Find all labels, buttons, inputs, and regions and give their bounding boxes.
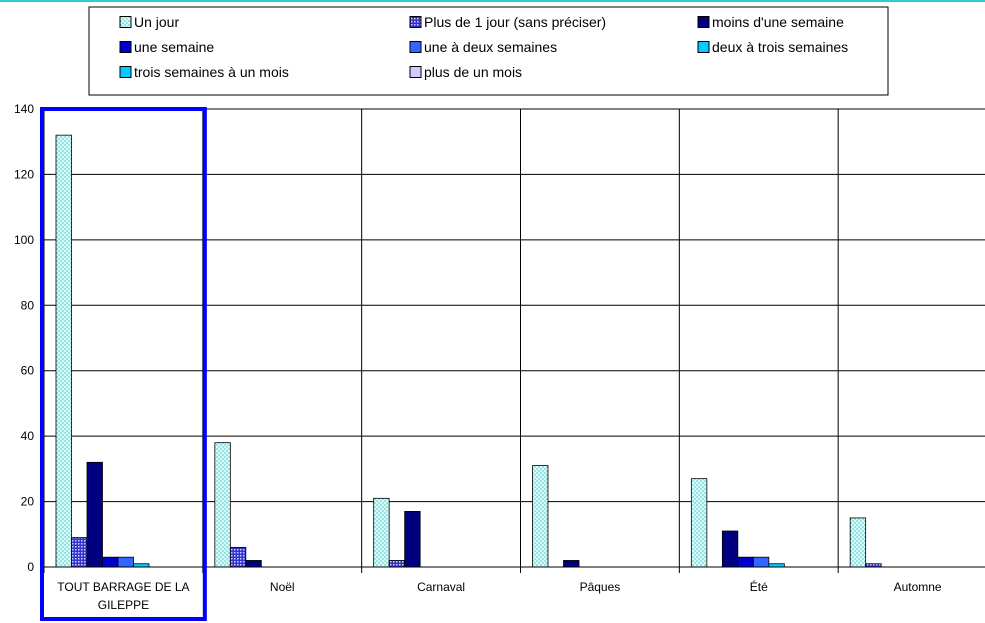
bar	[737, 556, 754, 568]
y-tick-label: 0	[27, 560, 34, 574]
legend-label: une à deux semaines	[424, 39, 557, 55]
y-tick-label: 100	[14, 233, 34, 247]
legend-label: deux à trois semaines	[712, 39, 848, 55]
x-tick-label: Noël	[270, 580, 295, 594]
y-tick-label: 40	[21, 429, 35, 443]
y-tick-label: 60	[21, 364, 35, 378]
legend-box	[88, 6, 889, 96]
x-tick-label: Été	[750, 579, 768, 594]
legend-label: Un jour	[134, 14, 179, 30]
bar	[404, 510, 421, 568]
bar	[849, 517, 867, 568]
legend-label: moins d'une semaine	[712, 14, 844, 30]
bar	[86, 461, 103, 568]
x-tick-label: Pâques	[580, 580, 621, 594]
bar	[102, 556, 119, 568]
bar	[563, 560, 580, 568]
legend-label: plus de un mois	[424, 64, 522, 80]
y-tick-label: 80	[21, 298, 35, 312]
legend-label: une semaine	[134, 39, 214, 55]
legend-swatch	[119, 41, 132, 53]
highlight-box	[40, 107, 207, 621]
y-tick-label: 120	[14, 167, 34, 181]
x-tick-label: Carnaval	[417, 580, 465, 594]
legend-swatch	[409, 41, 422, 53]
legend-swatch	[409, 16, 422, 28]
bar	[71, 537, 88, 568]
bar	[55, 134, 72, 568]
legend-swatch	[119, 66, 132, 78]
legend-swatch	[697, 16, 710, 28]
legend: Un jour Plus de 1 jour (sans préciser) moi…	[88, 6, 889, 96]
y-tick-label: 20	[21, 495, 35, 509]
bar	[214, 442, 231, 568]
x-tick-label: Automne	[894, 580, 942, 594]
y-tick-label: 140	[14, 102, 34, 116]
bar	[117, 556, 134, 568]
legend-swatch	[697, 41, 710, 53]
bar	[721, 530, 739, 568]
bar	[229, 546, 247, 568]
bar	[373, 497, 390, 568]
bar	[532, 465, 549, 568]
x-tick-label: GILEPPE	[98, 598, 149, 612]
legend-label: Plus de 1 jour (sans préciser)	[424, 14, 606, 30]
plot-area: 0 20 40 60 80 100 120 140 TOUT BARRAGE DE LA GILE…	[14, 102, 985, 621]
bar	[245, 560, 262, 568]
legend-label: trois semaines à un mois	[134, 64, 289, 80]
bar	[690, 478, 708, 568]
bar	[388, 560, 406, 568]
legend-swatch	[409, 66, 422, 78]
legend-swatch	[119, 16, 132, 28]
bar	[752, 556, 770, 568]
x-tick-label: TOUT BARRAGE DE LA	[57, 580, 189, 594]
